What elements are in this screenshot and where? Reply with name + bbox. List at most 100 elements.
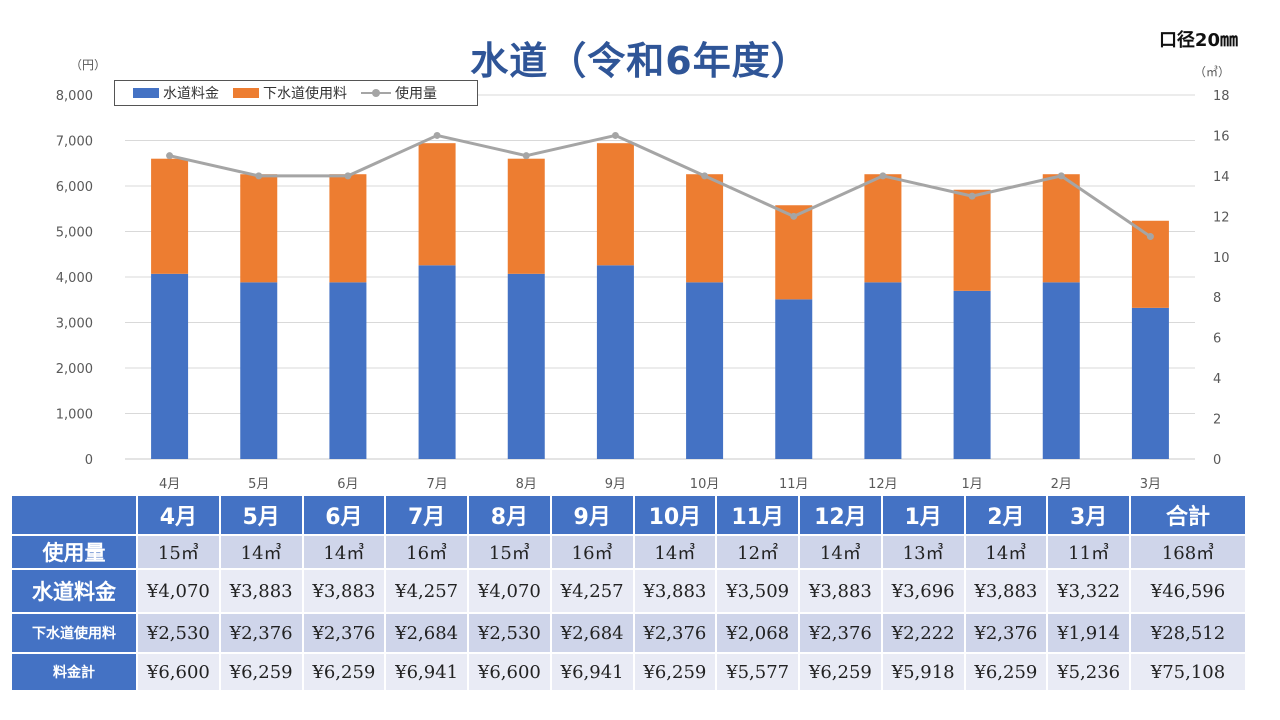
chart-legend: 水道料金 下水道使用料 使用量 — [114, 80, 478, 106]
table-cell: 168㎥ — [1129, 534, 1247, 570]
table-cell: ¥2,684 — [384, 612, 469, 654]
legend-swatch-orange — [233, 88, 259, 98]
usage-point — [1146, 233, 1154, 241]
x-tick-label: 12月 — [868, 477, 898, 492]
table-header-cell: 12月 — [798, 494, 883, 536]
table-cell: ¥3,883 — [798, 568, 883, 614]
table-header-cell: 1月 — [880, 494, 966, 536]
chart-title: 水道（令和6年度） — [470, 39, 810, 83]
x-tick-label: 10月 — [690, 477, 720, 492]
table-cell: ¥6,259 — [963, 652, 1049, 692]
table-cell: ¥3,696 — [880, 568, 966, 614]
table-header-cell: 10月 — [632, 494, 718, 536]
table-cell: ¥2,222 — [880, 612, 966, 654]
y-left-tick-label: 3,000 — [56, 317, 93, 332]
x-tick-label: 7月 — [426, 477, 447, 492]
usage-point — [701, 172, 709, 180]
y-right-tick-label: 10 — [1213, 251, 1230, 266]
table-header-row: 4月 5月 6月 7月 8月 9月 10月 11月 12月 1月 2月 3月 合… — [10, 494, 1247, 536]
table-cell: ¥2,068 — [715, 612, 800, 654]
table-cell: ¥2,376 — [218, 612, 304, 654]
y-left-tick-label: 4,000 — [56, 271, 93, 286]
bar-sewer-fee — [329, 174, 367, 283]
table-cell: ¥5,577 — [715, 652, 800, 692]
table-cell: ¥4,257 — [384, 568, 469, 614]
table-cell: ¥4,070 — [467, 568, 552, 614]
x-tick-label: 2月 — [1051, 477, 1072, 492]
bar-water-fee — [151, 273, 189, 459]
table-cell: ¥3,509 — [715, 568, 800, 614]
table-cell: ¥6,600 — [136, 652, 221, 692]
bar-series — [151, 143, 1169, 459]
table-cell: ¥6,600 — [467, 652, 552, 692]
y-right-tick-label: 8 — [1213, 291, 1221, 306]
table-corner-cell — [10, 494, 138, 536]
x-tick-label: 3月 — [1140, 477, 1161, 492]
bore-size-label: 口径20㎜ — [1158, 30, 1238, 51]
bar-sewer-fee — [240, 174, 278, 283]
table-cell: ¥6,259 — [798, 652, 883, 692]
table-cell: 11㎥ — [1046, 534, 1131, 570]
bar-sewer-fee — [151, 158, 189, 274]
table-cell: 15㎥ — [467, 534, 552, 570]
y-right-tick-label: 2 — [1213, 413, 1221, 428]
table-header-cell: 8月 — [467, 494, 552, 536]
x-tick-label: 4月 — [159, 477, 180, 492]
bar-water-fee — [1131, 307, 1169, 459]
table-cell: ¥2,684 — [549, 612, 635, 654]
bar-water-fee — [329, 282, 367, 459]
y-right-axis-label: （㎥） — [1194, 65, 1230, 79]
x-axis: 4月 5月 6月 7月 8月 9月 10月 11月 12月 1月 2月 3月 — [159, 477, 1161, 492]
y-left-tick-label: 5,000 — [56, 226, 93, 241]
table-cell: 12㎡ — [715, 534, 800, 570]
bar-sewer-fee — [864, 174, 902, 283]
bar-water-fee — [596, 265, 634, 459]
table-cell: ¥3,883 — [301, 568, 387, 614]
table-cell: ¥2,376 — [632, 612, 718, 654]
table-cell: ¥5,236 — [1046, 652, 1131, 692]
table-cell: 14㎥ — [798, 534, 883, 570]
bar-water-fee — [775, 299, 813, 459]
table-cell: ¥1,914 — [1046, 612, 1131, 654]
table-cell: 14㎥ — [963, 534, 1049, 570]
table-cell: ¥3,883 — [963, 568, 1049, 614]
bar-water-fee — [686, 282, 724, 459]
usage-point — [344, 172, 352, 180]
table-cell: ¥4,070 — [136, 568, 221, 614]
bar-sewer-fee — [953, 189, 991, 291]
legend-line-marker — [361, 89, 391, 97]
table-row-label: 下水道使用料 — [10, 612, 138, 654]
usage-point — [968, 192, 976, 200]
left-axis: 0 1,000 2,000 3,000 4,000 5,000 6,000 7,000 8,00… — [56, 58, 106, 468]
usage-point — [879, 172, 887, 180]
table-cell: ¥46,596 — [1129, 568, 1247, 614]
y-left-tick-label: 2,000 — [56, 362, 93, 377]
table-cell: ¥75,108 — [1129, 652, 1247, 692]
x-tick-label: 1月 — [961, 477, 982, 492]
data-table: 4月 5月 6月 7月 8月 9月 10月 11月 12月 1月 2月 3月 合… — [10, 494, 1247, 692]
usage-line — [169, 133, 1152, 238]
table-header-cell: 4月 — [136, 494, 221, 536]
table-cell: 15㎥ — [136, 534, 221, 570]
table-row-label: 料金計 — [10, 652, 138, 692]
bar-sewer-fee — [1042, 174, 1080, 283]
table-row: 料金計 ¥6,600 ¥6,259 ¥6,259 ¥6,941 ¥6,600 ¥6,941 ¥… — [10, 652, 1247, 692]
usage-point — [1057, 172, 1065, 180]
usage-point — [433, 131, 441, 139]
x-tick-label: 5月 — [248, 477, 269, 492]
table-cell: ¥6,259 — [632, 652, 718, 692]
legend-label: 下水道使用料 — [263, 86, 347, 102]
bar-water-fee — [864, 282, 902, 459]
bar-sewer-fee — [775, 205, 813, 300]
table-row: 下水道使用料 ¥2,530 ¥2,376 ¥2,376 ¥2,684 ¥2,530 ¥2,6… — [10, 612, 1247, 654]
grid-lines — [125, 94, 1195, 460]
table-cell: 13㎥ — [880, 534, 966, 570]
usage-point — [611, 131, 619, 139]
y-left-tick-label: 0 — [85, 453, 93, 468]
bar-water-fee — [507, 273, 545, 459]
right-axis: 0 2 4 6 8 10 12 14 16 18 （㎥） — [1194, 65, 1230, 468]
x-tick-label: 6月 — [337, 477, 358, 492]
usage-point — [255, 172, 263, 180]
bar-sewer-fee — [596, 143, 634, 266]
table-cell: ¥28,512 — [1129, 612, 1247, 654]
